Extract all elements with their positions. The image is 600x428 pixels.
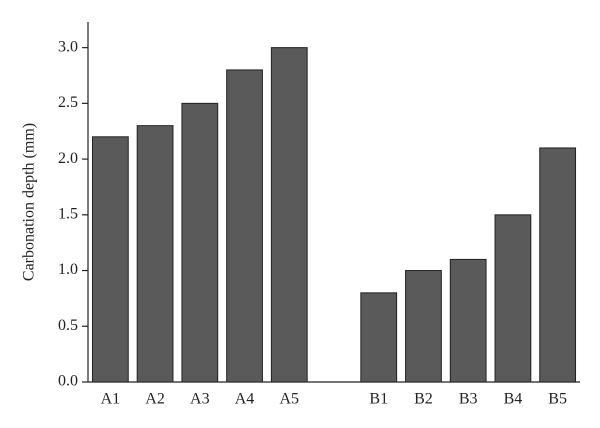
y-tick-label: 3.0 (58, 38, 78, 55)
bar (449, 258, 487, 383)
bar (226, 69, 263, 383)
x-tick-label: A5 (279, 391, 299, 408)
x-tick-label: A2 (145, 391, 165, 408)
x-tick-label: B1 (369, 391, 388, 408)
x-tick-label: A3 (190, 391, 210, 408)
y-tick-label: 0.0 (58, 373, 78, 390)
y-tick-label: 0.5 (58, 317, 78, 334)
x-tick-label: A4 (235, 391, 255, 408)
x-tick-label: B3 (459, 391, 478, 408)
x-tick-label: B2 (414, 391, 433, 408)
y-tick-label: 2.0 (58, 150, 78, 167)
y-tick-label: 1.0 (58, 261, 78, 278)
y-tick-label: 2.5 (58, 94, 78, 111)
bar (136, 125, 174, 383)
x-tick-label: B5 (548, 391, 567, 408)
bar (91, 136, 129, 383)
y-axis-label: Carbonation depth (mm) (21, 123, 38, 281)
x-tick-label: B4 (504, 391, 523, 408)
bar (270, 47, 308, 383)
bar (539, 147, 577, 383)
x-tick-label: A1 (101, 391, 121, 408)
bar (405, 270, 442, 383)
bar (360, 292, 398, 383)
bar (181, 102, 219, 383)
y-tick-label: 1.5 (58, 205, 78, 222)
bar (494, 214, 532, 383)
